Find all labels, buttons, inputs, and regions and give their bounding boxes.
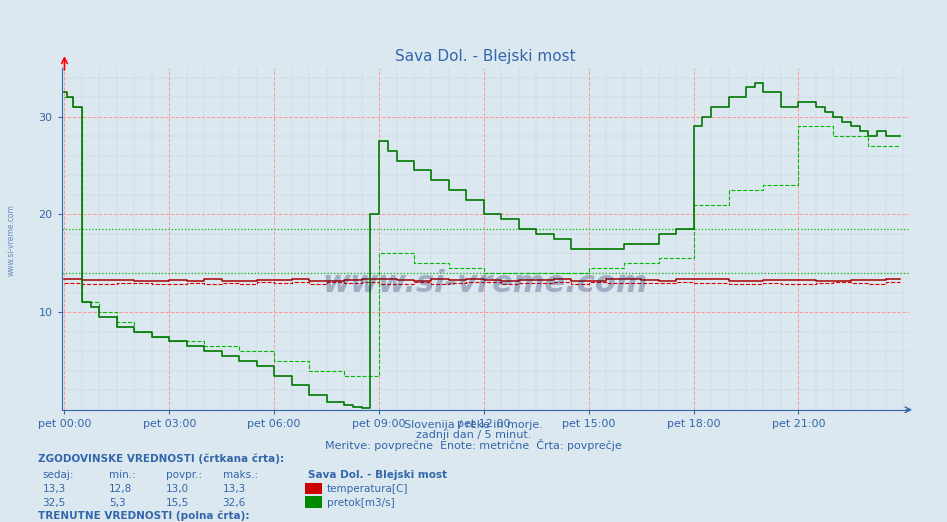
Text: Meritve: povprečne  Enote: metrične  Črta: povprečje: Meritve: povprečne Enote: metrične Črta:… bbox=[325, 439, 622, 451]
Text: Slovenija / reke in morje.: Slovenija / reke in morje. bbox=[404, 420, 543, 430]
Text: 5,3: 5,3 bbox=[109, 498, 126, 508]
Text: pretok[m3/s]: pretok[m3/s] bbox=[327, 498, 395, 508]
Text: ZGODOVINSKE VREDNOSTI (črtkana črta):: ZGODOVINSKE VREDNOSTI (črtkana črta): bbox=[38, 454, 284, 464]
Text: povpr.:: povpr.: bbox=[166, 470, 202, 480]
Text: maks.:: maks.: bbox=[223, 470, 258, 480]
Text: sedaj:: sedaj: bbox=[43, 470, 74, 480]
Title: Sava Dol. - Blejski most: Sava Dol. - Blejski most bbox=[395, 49, 576, 64]
Text: 13,3: 13,3 bbox=[43, 484, 66, 494]
Text: 13,0: 13,0 bbox=[166, 484, 188, 494]
Text: zadnji dan / 5 minut.: zadnji dan / 5 minut. bbox=[416, 431, 531, 441]
Text: 13,3: 13,3 bbox=[223, 484, 246, 494]
Text: www.si-vreme.com: www.si-vreme.com bbox=[7, 204, 16, 276]
Text: www.si-vreme.com: www.si-vreme.com bbox=[323, 269, 648, 298]
Text: Sava Dol. - Blejski most: Sava Dol. - Blejski most bbox=[308, 470, 447, 480]
Text: TRENUTNE VREDNOSTI (polna črta):: TRENUTNE VREDNOSTI (polna črta): bbox=[38, 511, 249, 521]
Text: 15,5: 15,5 bbox=[166, 498, 189, 508]
Text: 32,5: 32,5 bbox=[43, 498, 66, 508]
Text: min.:: min.: bbox=[109, 470, 135, 480]
Text: 32,6: 32,6 bbox=[223, 498, 246, 508]
Text: temperatura[C]: temperatura[C] bbox=[327, 484, 408, 494]
Text: 12,8: 12,8 bbox=[109, 484, 133, 494]
